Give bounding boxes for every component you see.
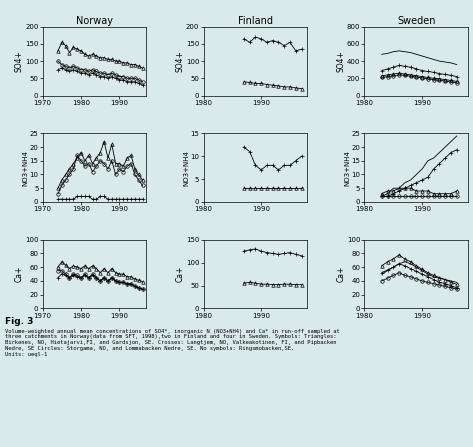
Title: Sweden: Sweden	[397, 16, 436, 26]
Y-axis label: NO3+NH4: NO3+NH4	[344, 150, 350, 186]
Y-axis label: Ca+: Ca+	[336, 266, 345, 282]
Title: Norway: Norway	[76, 16, 113, 26]
Y-axis label: SO4+: SO4+	[175, 50, 184, 72]
Y-axis label: NO3+NH4: NO3+NH4	[22, 150, 28, 186]
Y-axis label: SO4+: SO4+	[336, 50, 345, 72]
Title: Finland: Finland	[238, 16, 273, 26]
Y-axis label: Ca+: Ca+	[175, 266, 184, 282]
Y-axis label: NO3+NH4: NO3+NH4	[183, 150, 189, 186]
Y-axis label: SO4+: SO4+	[15, 50, 24, 72]
Text: Fig. 3: Fig. 3	[5, 317, 33, 326]
Text: Volume-weighted annual mean concentrations of SO4*, inorganic N (NO3+NH4) and Ca: Volume-weighted annual mean concentratio…	[5, 329, 340, 357]
Y-axis label: Ca+: Ca+	[15, 266, 24, 282]
